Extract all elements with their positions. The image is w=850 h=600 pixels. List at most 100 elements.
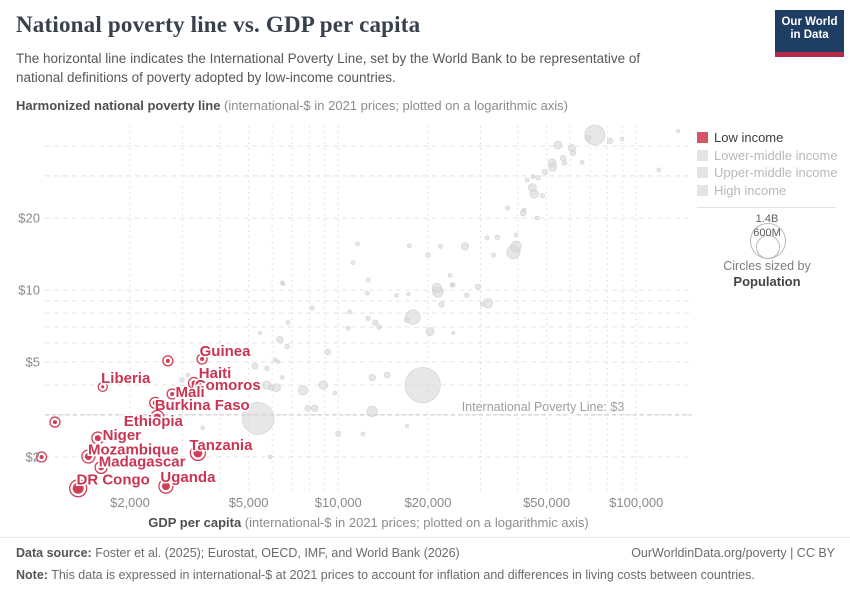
data-point-other[interactable] [404,366,441,404]
data-point-other[interactable] [281,281,286,286]
data-point-other[interactable] [553,140,563,150]
data-point-madagascar[interactable] [98,464,105,471]
data-point-other[interactable] [355,241,360,247]
data-point-other[interactable] [366,405,378,418]
data-point-comoros[interactable] [195,384,199,388]
country-label-ethiopia[interactable]: Ethiopia [122,412,185,432]
data-point-other[interactable] [535,174,541,181]
data-point-burkina-faso[interactable] [152,400,158,406]
data-point-other[interactable] [579,159,585,165]
data-point-other[interactable] [675,128,681,134]
data-point-other[interactable] [527,183,537,193]
data-point-other[interactable] [505,205,511,211]
country-label-guinea[interactable]: Guinea [198,342,253,362]
data-point-other[interactable] [460,242,470,251]
data-point-other[interactable] [438,301,445,308]
data-point-other[interactable] [451,330,456,336]
data-point-low-income-2[interactable] [165,358,170,363]
data-point-other[interactable] [345,326,351,331]
data-point-other[interactable] [276,335,284,344]
data-point-other[interactable] [318,380,328,390]
data-point-low-income-1[interactable] [39,455,44,459]
data-point-other[interactable] [406,243,412,249]
data-point-other[interactable] [324,348,332,356]
data-point-other[interactable] [372,319,379,326]
data-point-guinea[interactable] [200,357,205,362]
data-point-other[interactable] [279,375,285,380]
legend-item-high-income[interactable]: High income [697,182,837,200]
country-label-burkina-faso[interactable]: Burkina Faso [153,395,251,415]
data-point-other[interactable] [447,273,453,278]
country-label-mali[interactable]: Mali [174,382,206,402]
data-point-other[interactable] [298,385,309,396]
data-point-other[interactable] [524,177,530,183]
data-point-other[interactable] [539,192,546,199]
country-label-mozambique[interactable]: Mozambique [86,440,180,460]
data-point-other[interactable] [530,174,536,180]
data-point-other[interactable] [394,292,400,298]
data-point-other[interactable] [484,235,490,241]
data-point-other[interactable] [450,282,456,288]
data-point-other[interactable] [251,362,259,370]
data-point-other[interactable] [584,134,591,142]
data-point-other[interactable] [332,390,338,396]
data-point-other[interactable] [179,377,185,383]
data-point-other[interactable] [267,454,273,460]
data-point-other[interactable] [257,330,263,336]
data-point-other[interactable] [241,402,275,435]
data-point-other[interactable] [513,232,519,238]
data-point-niger[interactable] [94,435,101,442]
data-point-other[interactable] [304,404,312,412]
data-point-liberia[interactable] [101,385,105,389]
data-point-other[interactable] [510,240,522,253]
owid-license-link[interactable]: OurWorldinData.org/poverty | CC BY [631,546,835,560]
country-label-tanzania[interactable]: Tanzania [188,435,255,455]
data-point-tanzania[interactable] [193,448,203,458]
data-point-other[interactable] [383,371,391,379]
data-point-other[interactable] [272,357,278,363]
data-point-other[interactable] [275,359,281,364]
legend-item-lower-middle-income[interactable]: Lower-middle income [697,147,838,165]
data-point-dr-congo[interactable] [72,482,84,494]
data-point-other[interactable] [285,320,291,326]
data-point-other[interactable] [606,137,614,145]
data-point-other[interactable] [406,292,411,297]
data-point-other[interactable] [561,160,568,166]
data-point-other[interactable] [425,327,435,336]
data-point-other[interactable] [350,260,356,266]
data-point-other[interactable] [619,136,625,142]
data-point-other[interactable] [559,155,567,162]
data-point-other[interactable] [534,215,540,221]
data-point-other[interactable] [656,167,662,173]
country-label-liberia[interactable]: Liberia [100,368,153,388]
data-point-other[interactable] [364,290,370,296]
country-label-niger[interactable]: Niger [101,426,143,446]
data-point-other[interactable] [311,404,319,412]
country-label-madagascar[interactable]: Madagascar [97,452,187,472]
data-point-other[interactable] [541,168,549,175]
data-point-other[interactable] [491,252,496,258]
data-point-other[interactable] [425,252,431,258]
data-point-other[interactable] [347,309,352,315]
data-point-uganda[interactable] [161,482,170,491]
owid-logo[interactable]: Our World in Data [775,10,844,57]
data-point-other[interactable] [464,292,470,298]
data-point-other[interactable] [200,425,206,431]
country-label-haiti[interactable]: Haiti [197,363,233,383]
data-point-other[interactable] [264,365,270,372]
data-point-low-income-0[interactable] [52,420,57,425]
data-point-other[interactable] [284,343,290,350]
data-point-other[interactable] [309,305,315,311]
data-point-other[interactable] [368,373,376,382]
country-label-dr-congo[interactable]: DR Congo [75,470,151,490]
data-point-other[interactable] [521,207,527,213]
data-point-other[interactable] [185,372,191,378]
data-point-other[interactable] [360,431,366,437]
country-label-uganda[interactable]: Uganda [159,468,218,488]
data-point-other[interactable] [335,430,342,437]
country-label-comoros[interactable]: Comoros [193,375,262,395]
data-point-other[interactable] [437,244,443,249]
data-point-other[interactable] [268,384,275,391]
data-point-mozambique[interactable] [84,452,92,460]
